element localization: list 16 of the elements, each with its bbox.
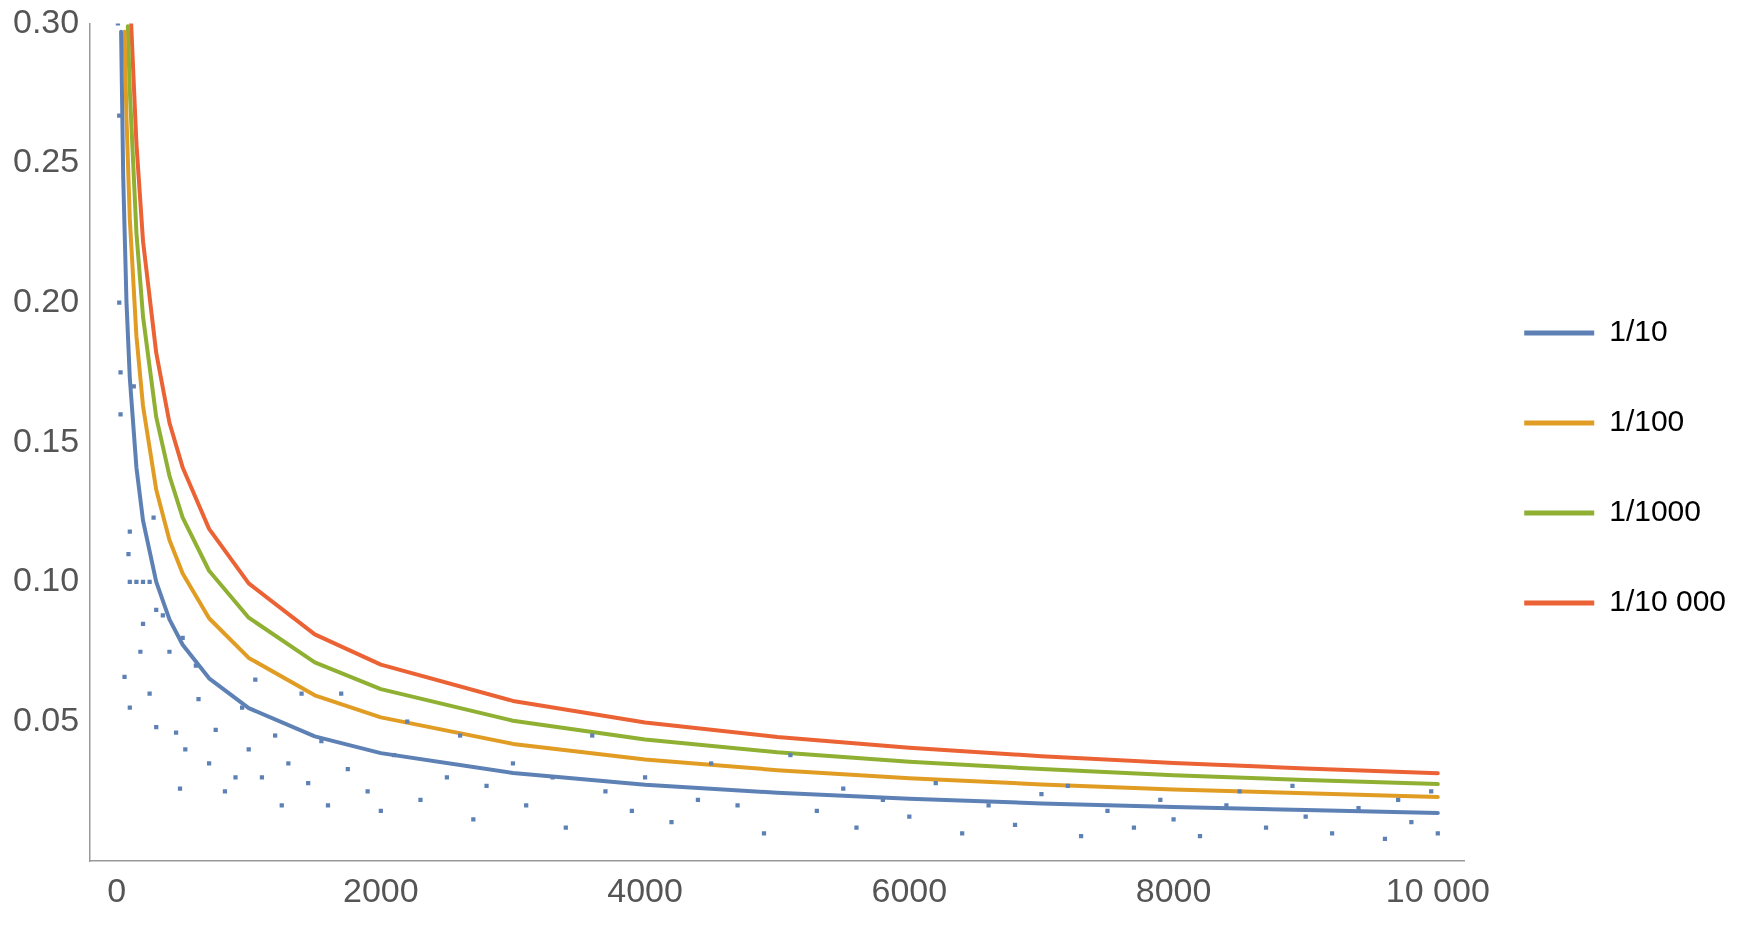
x-tick-label: 10 000 <box>1385 870 1490 909</box>
x-tick-label: 0 <box>107 870 127 909</box>
x-tick-label: 2000 <box>343 870 419 909</box>
legend-label: 1/10 000 <box>1609 584 1726 618</box>
x-tick-label: 4000 <box>607 870 683 909</box>
y-tick-label: 0.10 <box>12 560 80 599</box>
x-tick-label: 8000 <box>1135 870 1212 909</box>
legend-label: 1/1000 <box>1609 494 1701 528</box>
legend-label: 1/10 <box>1609 314 1668 348</box>
y-tick-label: 0.20 <box>12 281 80 320</box>
y-tick-label: 0.30 <box>12 1 80 40</box>
x-tick-label: 6000 <box>871 870 948 909</box>
y-tick-label: 0.25 <box>12 141 80 180</box>
legend-label: 1/100 <box>1609 404 1685 438</box>
y-tick-label: 0.15 <box>12 420 80 459</box>
y-tick-label: 0.05 <box>12 699 80 738</box>
